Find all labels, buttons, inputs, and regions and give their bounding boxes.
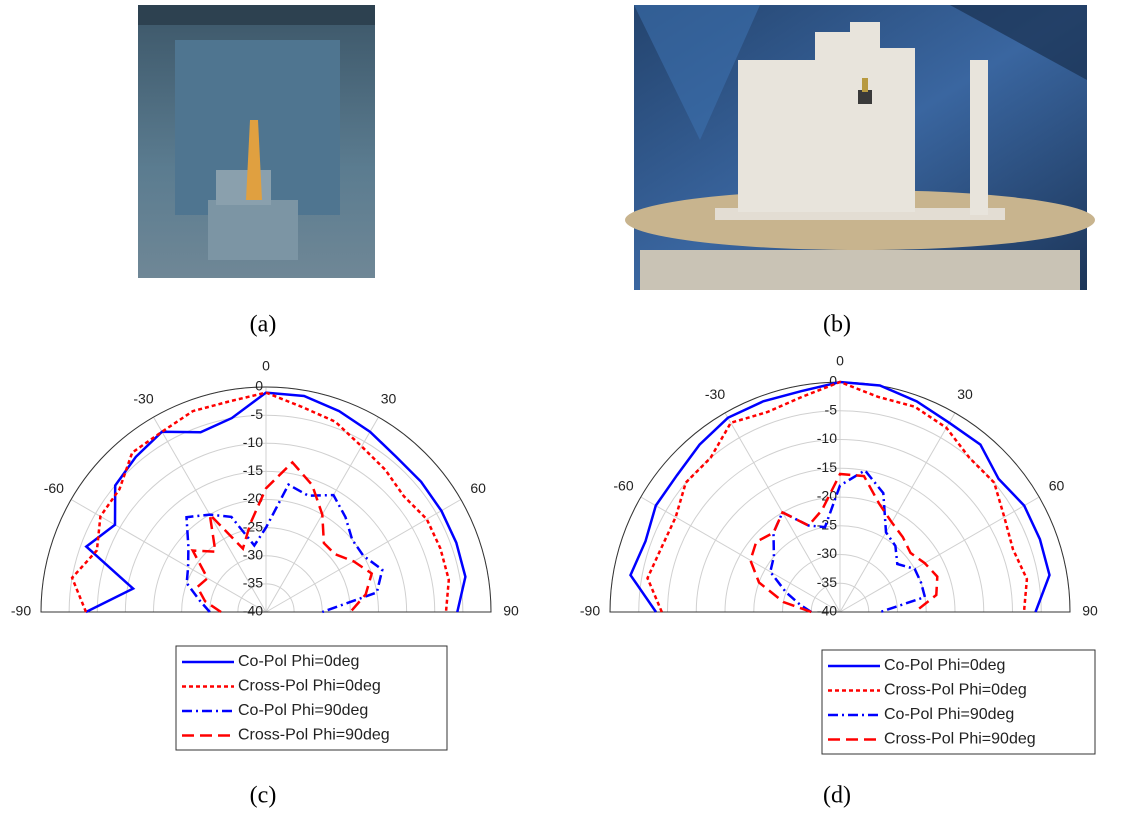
angle-tick-label: -30	[133, 391, 153, 407]
radial-tick-label: -5	[251, 406, 264, 422]
angle-tick-label: -30	[705, 386, 725, 402]
photo-b	[625, 5, 1095, 290]
radial-tick-label: -5	[825, 401, 838, 417]
caption: (c)	[250, 783, 277, 809]
angle-tick-label: 60	[470, 480, 486, 496]
angle-tick-label: 90	[503, 603, 519, 619]
series-line	[190, 460, 374, 614]
legend-box	[821, 649, 1096, 755]
angle-tick-label: 30	[381, 391, 397, 407]
angle-tick-label: -60	[44, 480, 64, 496]
series-line	[768, 468, 927, 614]
legend-label: Co-Pol Phi=90deg	[238, 702, 368, 719]
angle-tick-label: 60	[1049, 478, 1065, 494]
angle-tick-label: -90	[580, 603, 600, 619]
photo-a	[138, 5, 375, 278]
grid-spoke	[839, 496, 1040, 613]
legend-label: Cross-Pol Phi=0deg	[238, 678, 381, 695]
grid-spoke	[70, 499, 267, 613]
angle-tick-label: -90	[11, 603, 31, 619]
radial-tick-label: -35	[243, 575, 263, 591]
radial-tick-label: 0	[829, 373, 837, 389]
radial-tick-label: -35	[817, 574, 837, 590]
radial-tick-label: -15	[243, 462, 263, 478]
grid-spoke	[640, 496, 841, 613]
legend-label: Co-Pol Phi=90deg	[884, 706, 1014, 723]
series-line	[84, 391, 467, 614]
polar-frame	[40, 386, 492, 613]
angle-tick-label: 0	[262, 358, 270, 374]
angle-tick-label: 90	[1082, 603, 1098, 619]
series-line	[70, 391, 451, 613]
angle-tick-label: 0	[836, 353, 844, 369]
caption: (b)	[823, 312, 851, 338]
legend-label: Cross-Pol Phi=90deg	[884, 731, 1036, 748]
legend-label: Co-Pol Phi=0deg	[238, 653, 359, 670]
radial-tick-label: -40	[243, 603, 263, 619]
legend-box	[175, 645, 448, 751]
legend-label: Co-Pol Phi=0deg	[884, 657, 1005, 674]
series-line	[185, 482, 384, 614]
caption: (a)	[250, 312, 277, 338]
series-line	[646, 380, 1029, 613]
legend-label: Cross-Pol Phi=0deg	[884, 682, 1027, 699]
grid-spoke	[265, 499, 462, 613]
radial-tick-label: -30	[243, 546, 263, 562]
radial-tick-label: -40	[817, 603, 837, 619]
radial-tick-label: -30	[817, 545, 837, 561]
grid-spoke	[839, 412, 956, 613]
angle-tick-label: 30	[957, 386, 973, 402]
radial-tick-label: -20	[243, 490, 263, 506]
radial-tick-label: -10	[243, 434, 263, 450]
legend-label: Cross-Pol Phi=90deg	[238, 727, 390, 744]
radial-tick-label: 0	[255, 378, 263, 394]
caption: (d)	[823, 783, 851, 809]
radial-tick-label: -25	[243, 518, 263, 534]
radial-tick-label: -10	[817, 430, 837, 446]
angle-tick-label: -60	[613, 478, 633, 494]
series-line	[749, 472, 939, 614]
radial-tick-label: -15	[817, 459, 837, 475]
